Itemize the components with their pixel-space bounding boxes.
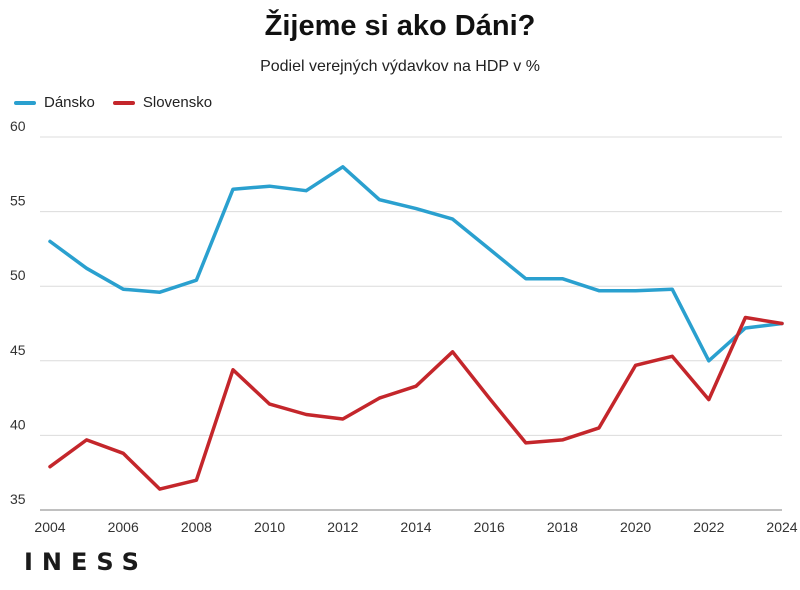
- chart-subtitle: Podiel verejných výdavkov na HDP v %: [260, 58, 540, 75]
- legend-swatch-slovensko: [112, 100, 135, 105]
- y-tick-label: 55: [10, 193, 26, 209]
- series-line-danmark: [48, 165, 784, 363]
- iness-logo: INESS: [24, 548, 148, 576]
- legend-label-danmark: Dánsko: [44, 94, 95, 111]
- legend-item-danmark: Dánsko: [14, 94, 95, 111]
- x-tick-label: 2024: [766, 519, 797, 535]
- x-tick-label: 2018: [547, 519, 578, 535]
- x-tick-label: 2020: [620, 519, 651, 535]
- x-tick-label: 2016: [474, 519, 505, 535]
- y-tick-label: 40: [10, 416, 26, 432]
- x-tick-label: 2010: [254, 519, 285, 535]
- y-tick-label: 35: [10, 491, 26, 507]
- legend: Dánsko Slovensko: [14, 94, 230, 111]
- y-tick-label: 60: [10, 118, 26, 134]
- x-tick-label: 2022: [693, 519, 724, 535]
- legend-item-slovensko: Slovensko: [112, 94, 213, 111]
- x-tick-label: 2008: [181, 519, 212, 535]
- y-tick-label: 50: [10, 267, 26, 283]
- chart-title: Žijeme si ako Dáni?: [264, 10, 536, 42]
- series-line-slovensko: [48, 315, 784, 491]
- x-tick-label: 2014: [400, 519, 431, 535]
- legend-swatch-danmark: [14, 100, 36, 105]
- legend-label-slovensko: Slovensko: [142, 94, 213, 111]
- x-tick-label: 2012: [327, 519, 358, 535]
- y-tick-label: 45: [10, 342, 26, 358]
- x-tick-label: 2006: [108, 519, 139, 535]
- x-tick-label: 2004: [34, 519, 65, 535]
